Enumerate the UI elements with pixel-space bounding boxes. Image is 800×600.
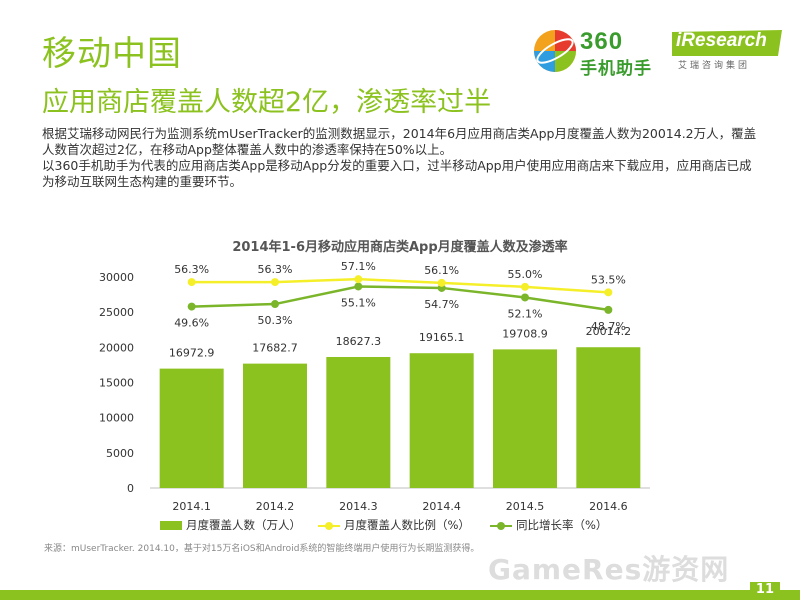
legend-item-growth: 同比增长率（%） (490, 517, 607, 533)
legend-item-bar: 月度覆盖人数（万人） (160, 517, 301, 533)
y-tick-label: 25000 (99, 306, 134, 319)
ratio-label: 55.0% (508, 268, 543, 281)
x-tick-label: 2014.2 (256, 500, 295, 513)
iresearch-text: iResearch (676, 30, 767, 51)
growth-label: 49.6% (174, 317, 209, 330)
bar (409, 353, 474, 488)
ratio-point (604, 288, 613, 297)
bar (159, 368, 224, 488)
ball-logo-icon (534, 30, 576, 72)
y-tick-label: 20000 (99, 341, 134, 354)
iresearch-banner-icon (672, 30, 782, 56)
x-tick-label: 2014.1 (172, 500, 211, 513)
bar-value-label: 18627.3 (336, 335, 382, 348)
growth-label: 55.1% (341, 296, 376, 309)
ratio-point (187, 278, 196, 287)
y-tick-label: 0 (127, 482, 134, 495)
growth-point (521, 293, 529, 302)
bar-value-label: 19708.9 (502, 327, 548, 340)
ratio-line (191, 277, 609, 294)
ratio-point (437, 278, 446, 287)
bar-value-label: 16972.9 (169, 347, 215, 360)
iresearch-subtext: 艾瑞咨询集团 (678, 61, 751, 71)
page-title: 移动中国 (42, 34, 182, 74)
growth-label: 52.1% (508, 307, 543, 320)
legend-label-bar: 月度覆盖人数（万人） (186, 518, 301, 532)
brand-360-subtext: 手机助手 (580, 59, 652, 79)
chart-title: 2014年1-6月移动应用商店类App月度覆盖人数及渗透率 (232, 240, 568, 255)
body-text: 根据艾瑞移动网民行为监测系统mUserTracker的监测数据显示，2014年6… (42, 126, 762, 190)
growth-point (187, 302, 196, 311)
growth-point (354, 282, 363, 291)
x-tick-label: 2014.4 (422, 500, 461, 513)
growth-label: 50.3% (258, 314, 293, 327)
bar (493, 349, 557, 488)
brand-360-text: 360 (580, 28, 624, 55)
ratio-label: 56.3% (174, 263, 209, 276)
page-number: 11 (749, 582, 780, 597)
source-note: 来源：mUserTracker. 2014.10，基于对15万名iOS和Andr… (44, 544, 480, 554)
ratio-point (354, 275, 363, 284)
growth-line (191, 285, 609, 312)
legend-swatch-ratio (318, 521, 340, 530)
x-tick-label: 2014.5 (506, 500, 545, 513)
y-tick-label: 5000 (106, 447, 134, 460)
legend-label-growth: 同比增长率（%） (516, 518, 608, 532)
legend-swatch-bar (160, 520, 182, 530)
ratio-label: 56.3% (258, 263, 293, 276)
y-tick-label: 15000 (99, 377, 134, 390)
bar (576, 347, 641, 488)
legend-label-ratio: 月度覆盖人数比例（%） (344, 518, 470, 532)
ratio-label: 53.5% (591, 273, 626, 286)
bar-value-label: 17682.7 (252, 342, 298, 355)
growth-point (604, 305, 613, 314)
bar-value-label: 20014.2 (586, 325, 632, 338)
brand-360-logo: 360 手机助手 (532, 28, 662, 79)
iresearch-logo: iResearch 艾瑞咨询集团 (672, 30, 782, 76)
body-paragraph-2: 以360手机助手为代表的应用商店类App是移动App分发的重要入口，过半移动Ap… (42, 158, 752, 189)
page-subtitle: 应用商店覆盖人数超2亿，渗透率过半 (42, 87, 492, 118)
ratio-label: 57.1% (341, 260, 376, 273)
legend-item-ratio: 月度覆盖人数比例（%） (318, 517, 470, 533)
ratio-label: 56.1% (424, 264, 459, 277)
y-tick-label: 30000 (99, 271, 134, 284)
bottom-bar (0, 590, 800, 600)
legend-swatch-growth (490, 521, 512, 530)
growth-point (271, 300, 279, 309)
bar (326, 356, 391, 488)
body-paragraph-1: 根据艾瑞移动网民行为监测系统mUserTracker的监测数据显示，2014年6… (42, 126, 757, 157)
bar (243, 363, 307, 488)
bar-value-label: 19165.1 (419, 331, 465, 344)
ratio-point (271, 278, 279, 287)
x-tick-label: 2014.6 (589, 500, 628, 513)
x-tick-label: 2014.3 (339, 500, 378, 513)
growth-label: 48.7% (591, 320, 626, 333)
chart-legend: 月度覆盖人数（万人） 月度覆盖人数比例（%） 同比增长率（%） (160, 517, 640, 535)
ratio-point (521, 282, 529, 291)
y-tick-label: 10000 (99, 412, 134, 425)
growth-label: 54.7% (424, 298, 459, 311)
watermark: GameRes游资网 (488, 553, 730, 586)
